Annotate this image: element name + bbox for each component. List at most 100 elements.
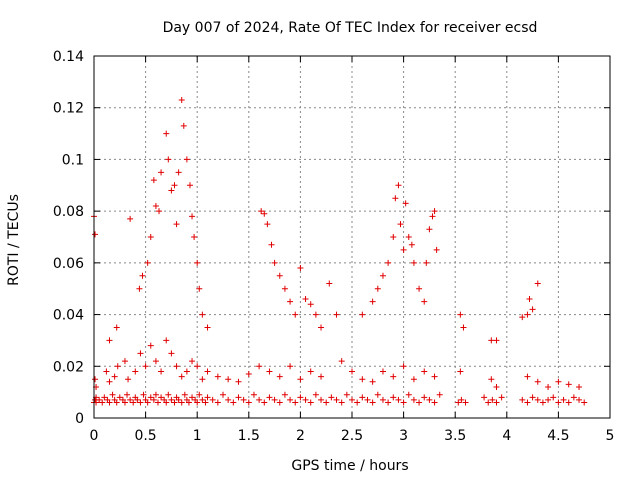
data-point	[271, 259, 278, 266]
data-point	[181, 391, 188, 398]
data-point	[318, 373, 325, 380]
data-point	[240, 396, 247, 403]
data-point	[261, 210, 268, 217]
data-point	[307, 301, 314, 308]
data-point	[576, 396, 583, 403]
data-point	[139, 272, 146, 279]
data-point	[173, 363, 180, 370]
data-point	[555, 378, 562, 385]
data-point	[328, 394, 335, 401]
data-point	[125, 376, 132, 383]
data-point	[493, 399, 500, 406]
data-point	[297, 376, 304, 383]
data-point	[235, 378, 242, 385]
data-point	[385, 259, 392, 266]
data-point	[364, 396, 371, 403]
data-point	[555, 399, 562, 406]
data-point	[144, 259, 151, 266]
data-point	[225, 376, 232, 383]
data-point	[390, 234, 397, 240]
data-point	[204, 324, 211, 331]
data-point	[390, 394, 397, 401]
data-point	[493, 383, 500, 390]
data-point	[410, 259, 417, 266]
data-point	[323, 399, 330, 406]
data-point	[400, 399, 407, 406]
data-point	[343, 391, 350, 398]
data-point	[171, 399, 178, 406]
data-point	[297, 394, 304, 401]
data-point	[147, 234, 154, 240]
data-point	[390, 373, 397, 380]
data-point	[281, 391, 288, 398]
data-point	[287, 396, 294, 403]
gridlines	[94, 56, 610, 418]
data-point	[524, 373, 531, 380]
data-point	[196, 391, 203, 398]
data-point	[168, 396, 175, 403]
data-point	[271, 396, 278, 403]
data-point	[144, 399, 151, 406]
data-point	[326, 280, 333, 287]
data-point	[534, 396, 541, 403]
data-point	[101, 394, 108, 401]
data-point	[462, 399, 469, 406]
plot-frame	[93, 55, 611, 419]
x-tick-label: 3	[399, 428, 408, 444]
data-point	[214, 373, 221, 380]
data-point	[137, 399, 144, 406]
data-point	[405, 391, 412, 398]
data-point	[560, 396, 567, 403]
data-point	[99, 399, 106, 406]
y-tick-label: 0.08	[53, 204, 84, 220]
data-point	[359, 394, 366, 401]
data-point	[431, 373, 438, 380]
data-point	[96, 396, 103, 403]
data-point	[178, 399, 185, 406]
data-point	[379, 396, 386, 403]
data-point	[189, 213, 196, 220]
data-point	[163, 399, 170, 406]
data-point	[136, 285, 143, 292]
data-point	[183, 368, 190, 375]
data-point	[140, 391, 147, 398]
data-point	[92, 231, 99, 238]
data-point	[408, 241, 415, 248]
x-tick-label: 1.5	[238, 428, 260, 444]
data-point	[524, 399, 531, 406]
y-tick-label: 0.1	[62, 152, 84, 168]
x-tick-label: 2	[296, 428, 305, 444]
y-tick-label: 0.06	[53, 256, 84, 272]
data-point	[175, 169, 182, 176]
data-point	[457, 311, 464, 318]
data-point	[178, 96, 185, 103]
data-point	[152, 202, 159, 209]
data-point	[276, 373, 283, 380]
data-point	[276, 399, 283, 406]
data-point	[214, 399, 221, 406]
data-point	[565, 381, 572, 388]
data-point	[359, 376, 366, 383]
data-point	[395, 396, 402, 403]
data-point	[173, 221, 180, 228]
data-point	[245, 399, 252, 406]
data-point	[421, 394, 428, 401]
data-point	[307, 368, 314, 375]
data-point	[109, 391, 116, 398]
data-point	[194, 363, 201, 370]
data-point	[114, 363, 121, 370]
data-point	[416, 399, 423, 406]
data-point	[400, 363, 407, 370]
data-point	[519, 396, 526, 403]
data-point	[488, 376, 495, 383]
data-point	[250, 391, 257, 398]
x-tick-label: 5	[606, 428, 615, 444]
data-point	[416, 285, 423, 292]
data-point	[287, 363, 294, 370]
data-point	[410, 376, 417, 383]
data-point	[106, 378, 113, 385]
data-point	[121, 399, 128, 406]
x-tick-label: 0	[90, 428, 99, 444]
x-axis-label: GPS time / hours	[291, 458, 408, 474]
data-point	[127, 215, 134, 222]
